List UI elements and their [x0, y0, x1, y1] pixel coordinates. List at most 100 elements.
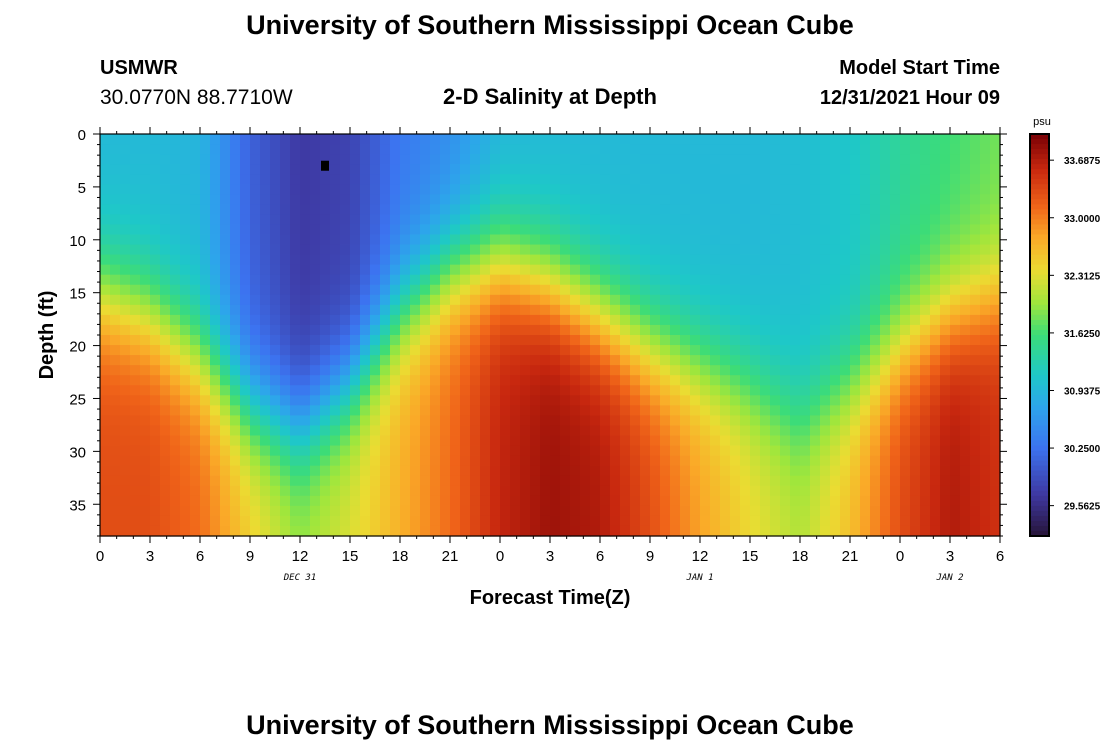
heatmap-cell: [910, 194, 921, 205]
heatmap-cell: [570, 194, 581, 205]
heatmap-cell: [410, 515, 421, 527]
heatmap-cell: [200, 375, 211, 386]
heatmap-cell: [760, 375, 771, 386]
heatmap-cell: [470, 385, 481, 396]
heatmap-cell: [180, 214, 191, 226]
heatmap-cell: [740, 465, 751, 477]
heatmap-cell: [970, 254, 981, 266]
heatmap-cell: [800, 445, 811, 457]
heatmap-cell: [530, 294, 541, 306]
heatmap-cell: [180, 515, 191, 527]
x-tick-label: 9: [246, 548, 254, 565]
heatmap-cell: [190, 144, 201, 155]
heatmap-cell: [490, 515, 501, 527]
heatmap-cell: [990, 415, 1001, 427]
heatmap-cell: [590, 365, 601, 376]
heatmap-cell: [420, 385, 431, 396]
heatmap-cell: [670, 244, 681, 256]
heatmap-cell: [480, 515, 491, 527]
heatmap-cell: [770, 164, 781, 175]
heatmap-cell: [140, 274, 151, 286]
heatmap-cell: [880, 234, 891, 246]
heatmap-cell: [460, 324, 471, 336]
heatmap-cell: [820, 274, 831, 286]
heatmap-cell: [930, 485, 941, 497]
heatmap-cell: [410, 204, 421, 215]
heatmap-cell: [800, 224, 811, 236]
heatmap-cell: [160, 264, 171, 276]
heatmap-cell: [190, 294, 201, 306]
heatmap-cell: [710, 485, 721, 497]
heatmap-cell: [540, 134, 551, 145]
colorbar-swatch: [1030, 134, 1049, 140]
heatmap-cell: [350, 505, 361, 517]
heatmap-cell: [340, 274, 351, 286]
heatmap-cell: [670, 515, 681, 527]
heatmap-cell: [650, 314, 661, 326]
heatmap-cell: [470, 164, 481, 175]
heatmap-cell: [110, 475, 121, 487]
heatmap-cell: [790, 385, 801, 396]
heatmap-cell: [520, 435, 531, 447]
heatmap-cell: [180, 505, 191, 517]
heatmap-cell: [660, 345, 671, 356]
heatmap-cell: [540, 324, 551, 336]
heatmap-cell: [710, 495, 721, 507]
heatmap-cell: [280, 405, 291, 416]
heatmap-cell: [380, 335, 391, 346]
heatmap-cell: [630, 405, 641, 416]
heatmap-cell: [100, 324, 111, 336]
heatmap-cell: [620, 345, 631, 356]
heatmap-cell: [430, 355, 441, 366]
heatmap-cell: [710, 415, 721, 427]
heatmap-cell: [790, 375, 801, 386]
heatmap-cell: [830, 365, 841, 376]
heatmap-cell: [650, 405, 661, 416]
heatmap-cell: [990, 465, 1001, 477]
heatmap-cell: [370, 154, 381, 165]
heatmap-cell: [910, 505, 921, 517]
heatmap-cell: [390, 134, 401, 145]
heatmap-cell: [180, 204, 191, 215]
heatmap-cell: [460, 525, 471, 537]
heatmap-cell: [730, 465, 741, 477]
heatmap-cell: [630, 365, 641, 376]
colorbar-swatch: [1030, 395, 1049, 401]
heatmap-cell: [220, 365, 231, 376]
heatmap-cell: [600, 445, 611, 457]
heatmap-cell: [860, 365, 871, 376]
heatmap-cell: [720, 194, 731, 205]
heatmap-cell: [180, 405, 191, 416]
heatmap-cell: [700, 204, 711, 215]
heatmap-cell: [160, 365, 171, 376]
heatmap-cell: [270, 284, 281, 296]
heatmap-cell: [500, 174, 511, 185]
heatmap-cell: [440, 355, 451, 366]
heatmap-cell: [210, 435, 221, 447]
heatmap-cell: [260, 515, 271, 527]
heatmap-cell: [170, 304, 181, 316]
heatmap-cell: [240, 324, 251, 336]
heatmap-cell: [560, 244, 571, 256]
heatmap-cell: [480, 365, 491, 376]
heatmap-cell: [150, 184, 161, 195]
heatmap-cell: [610, 335, 621, 346]
heatmap-cell: [390, 495, 401, 507]
colorbar-swatch: [1030, 324, 1049, 331]
heatmap-cell: [450, 505, 461, 517]
heatmap-cell: [670, 385, 681, 396]
heatmap-cell: [830, 375, 841, 386]
heatmap-cell: [900, 395, 911, 406]
heatmap-cell: [110, 455, 121, 467]
heatmap-cell: [620, 365, 631, 376]
heatmap-cell: [370, 174, 381, 185]
heatmap-cell: [700, 154, 711, 165]
heatmap-cell: [540, 445, 551, 457]
x-tick-label: 18: [392, 548, 409, 565]
heatmap-cell: [660, 264, 671, 276]
heatmap-cell: [220, 465, 231, 477]
heatmap-cell: [400, 485, 411, 497]
heatmap-cell: [660, 475, 671, 487]
heatmap-cell: [430, 335, 441, 346]
heatmap-cell: [840, 425, 851, 437]
